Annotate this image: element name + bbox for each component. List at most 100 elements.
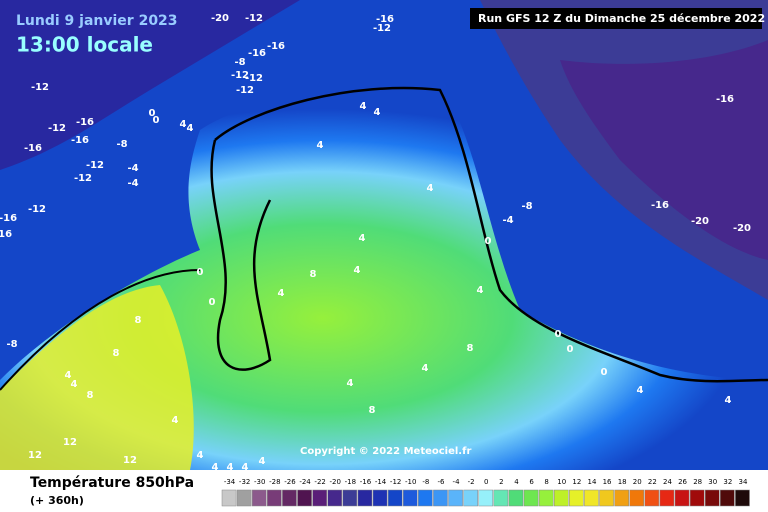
scale-label: -16	[360, 478, 372, 486]
contour-label: -12	[48, 123, 66, 134]
contour-label: -8	[521, 201, 532, 212]
warm-core	[0, 285, 194, 470]
scale-label: 6	[529, 478, 534, 486]
contour-label: -12	[231, 70, 249, 81]
contour-label: -12	[245, 13, 263, 24]
scale-label: -10	[405, 478, 416, 486]
scale-label: 22	[648, 478, 657, 486]
isotherm-4	[0, 269, 201, 391]
scale-label: 14	[587, 478, 596, 486]
contour-label: -16	[24, 143, 42, 154]
isotherm-0	[214, 86, 768, 383]
scale-label: 12	[572, 478, 581, 486]
contour-label: 8	[113, 348, 120, 359]
scale-label: 18	[618, 478, 627, 486]
scale-label: 28	[693, 478, 702, 486]
contour-label: -12	[245, 73, 263, 84]
scale-swatch	[251, 489, 267, 507]
contour-label: 4	[354, 265, 361, 276]
contour-label: -12	[86, 160, 104, 171]
contour-label: -16	[0, 229, 12, 240]
scale-label: 32	[723, 478, 732, 486]
scale-swatch	[402, 489, 418, 507]
contour-label: 4	[360, 101, 367, 112]
scale-swatch	[629, 489, 645, 507]
scale-swatch	[282, 489, 297, 507]
contour-label: -20	[733, 223, 751, 234]
contour-label: 4	[197, 450, 204, 461]
contour-label: 4	[212, 462, 219, 473]
scale-label: 30	[708, 478, 717, 486]
contour-label: 0	[153, 115, 160, 126]
contour-label: 4	[422, 363, 429, 374]
scale-label: -30	[254, 478, 265, 486]
contour-label: -8	[116, 139, 127, 150]
contour-label: -16	[248, 48, 266, 59]
contour-label: 12	[123, 455, 137, 466]
contour-label: -8	[6, 339, 17, 350]
contour-label: -16	[0, 213, 17, 224]
scale-swatch	[720, 489, 735, 507]
contour-label: 0	[197, 267, 204, 278]
scale-label: -18	[345, 478, 356, 486]
scale-label: -32	[239, 478, 250, 486]
scale-swatch	[267, 489, 282, 507]
contour-label: 4	[172, 415, 179, 426]
contour-label: -16	[71, 135, 89, 146]
contour-label: -4	[127, 163, 138, 174]
isotherm-0	[210, 139, 272, 371]
contour-label: 4	[242, 462, 249, 473]
run-box	[470, 8, 762, 29]
contour-label: -16	[716, 94, 734, 105]
cold-area	[0, 0, 300, 170]
contour-label: 8	[135, 315, 142, 326]
contour-label: -4	[127, 178, 138, 189]
scale-swatch	[327, 489, 343, 507]
contour-label: -16	[376, 14, 394, 25]
scale-label: 8	[544, 478, 548, 486]
run: Run GFS 12 Z du Dimanche 25 décembre 202…	[478, 12, 765, 25]
scale-swatch	[614, 489, 629, 507]
contour-label: 4	[427, 183, 434, 194]
contour-label: -16	[651, 200, 669, 211]
scale-swatch	[221, 489, 237, 507]
warm-area	[0, 90, 768, 470]
scale-swatch	[342, 489, 358, 507]
scale-swatch	[538, 489, 554, 507]
contour-label: 8	[310, 269, 317, 280]
scale-swatch	[735, 489, 750, 507]
scale-label: -8	[422, 478, 429, 486]
contour-label: 4	[278, 288, 285, 299]
scale-swatch	[433, 489, 448, 507]
scale-label: 4	[514, 478, 519, 486]
scale-label: -14	[375, 478, 387, 486]
contour-label: 4	[347, 378, 354, 389]
contour-label: 4	[477, 285, 484, 296]
scale-swatch	[584, 489, 599, 507]
scale-label: -4	[453, 478, 461, 486]
scale-label: 2	[499, 478, 503, 486]
scale-swatch	[418, 489, 433, 507]
contour-label: 4	[65, 370, 72, 381]
scale-label: 10	[557, 478, 566, 486]
scale-swatch	[674, 489, 690, 507]
scale-swatch	[704, 489, 720, 507]
scale-swatch	[493, 489, 509, 507]
contour-label: -8	[234, 57, 245, 68]
scale-label: -26	[284, 478, 296, 486]
scale-label: 20	[633, 478, 642, 486]
contour-label: 4	[317, 140, 324, 151]
date: Lundi 9 janvier 2023	[16, 13, 178, 29]
scale-swatch	[357, 489, 373, 507]
scale-swatch	[387, 489, 403, 507]
scale-swatch	[297, 489, 312, 507]
scale-swatch	[689, 489, 705, 507]
contour-label: 8	[369, 405, 376, 416]
footer-title: Température 850hPa	[30, 475, 194, 491]
scale-label: 16	[603, 478, 612, 486]
contour-label: -20	[211, 13, 229, 24]
contour-label: 0	[209, 297, 216, 308]
contour-label: -16	[267, 41, 285, 52]
scale-swatch	[508, 489, 524, 507]
